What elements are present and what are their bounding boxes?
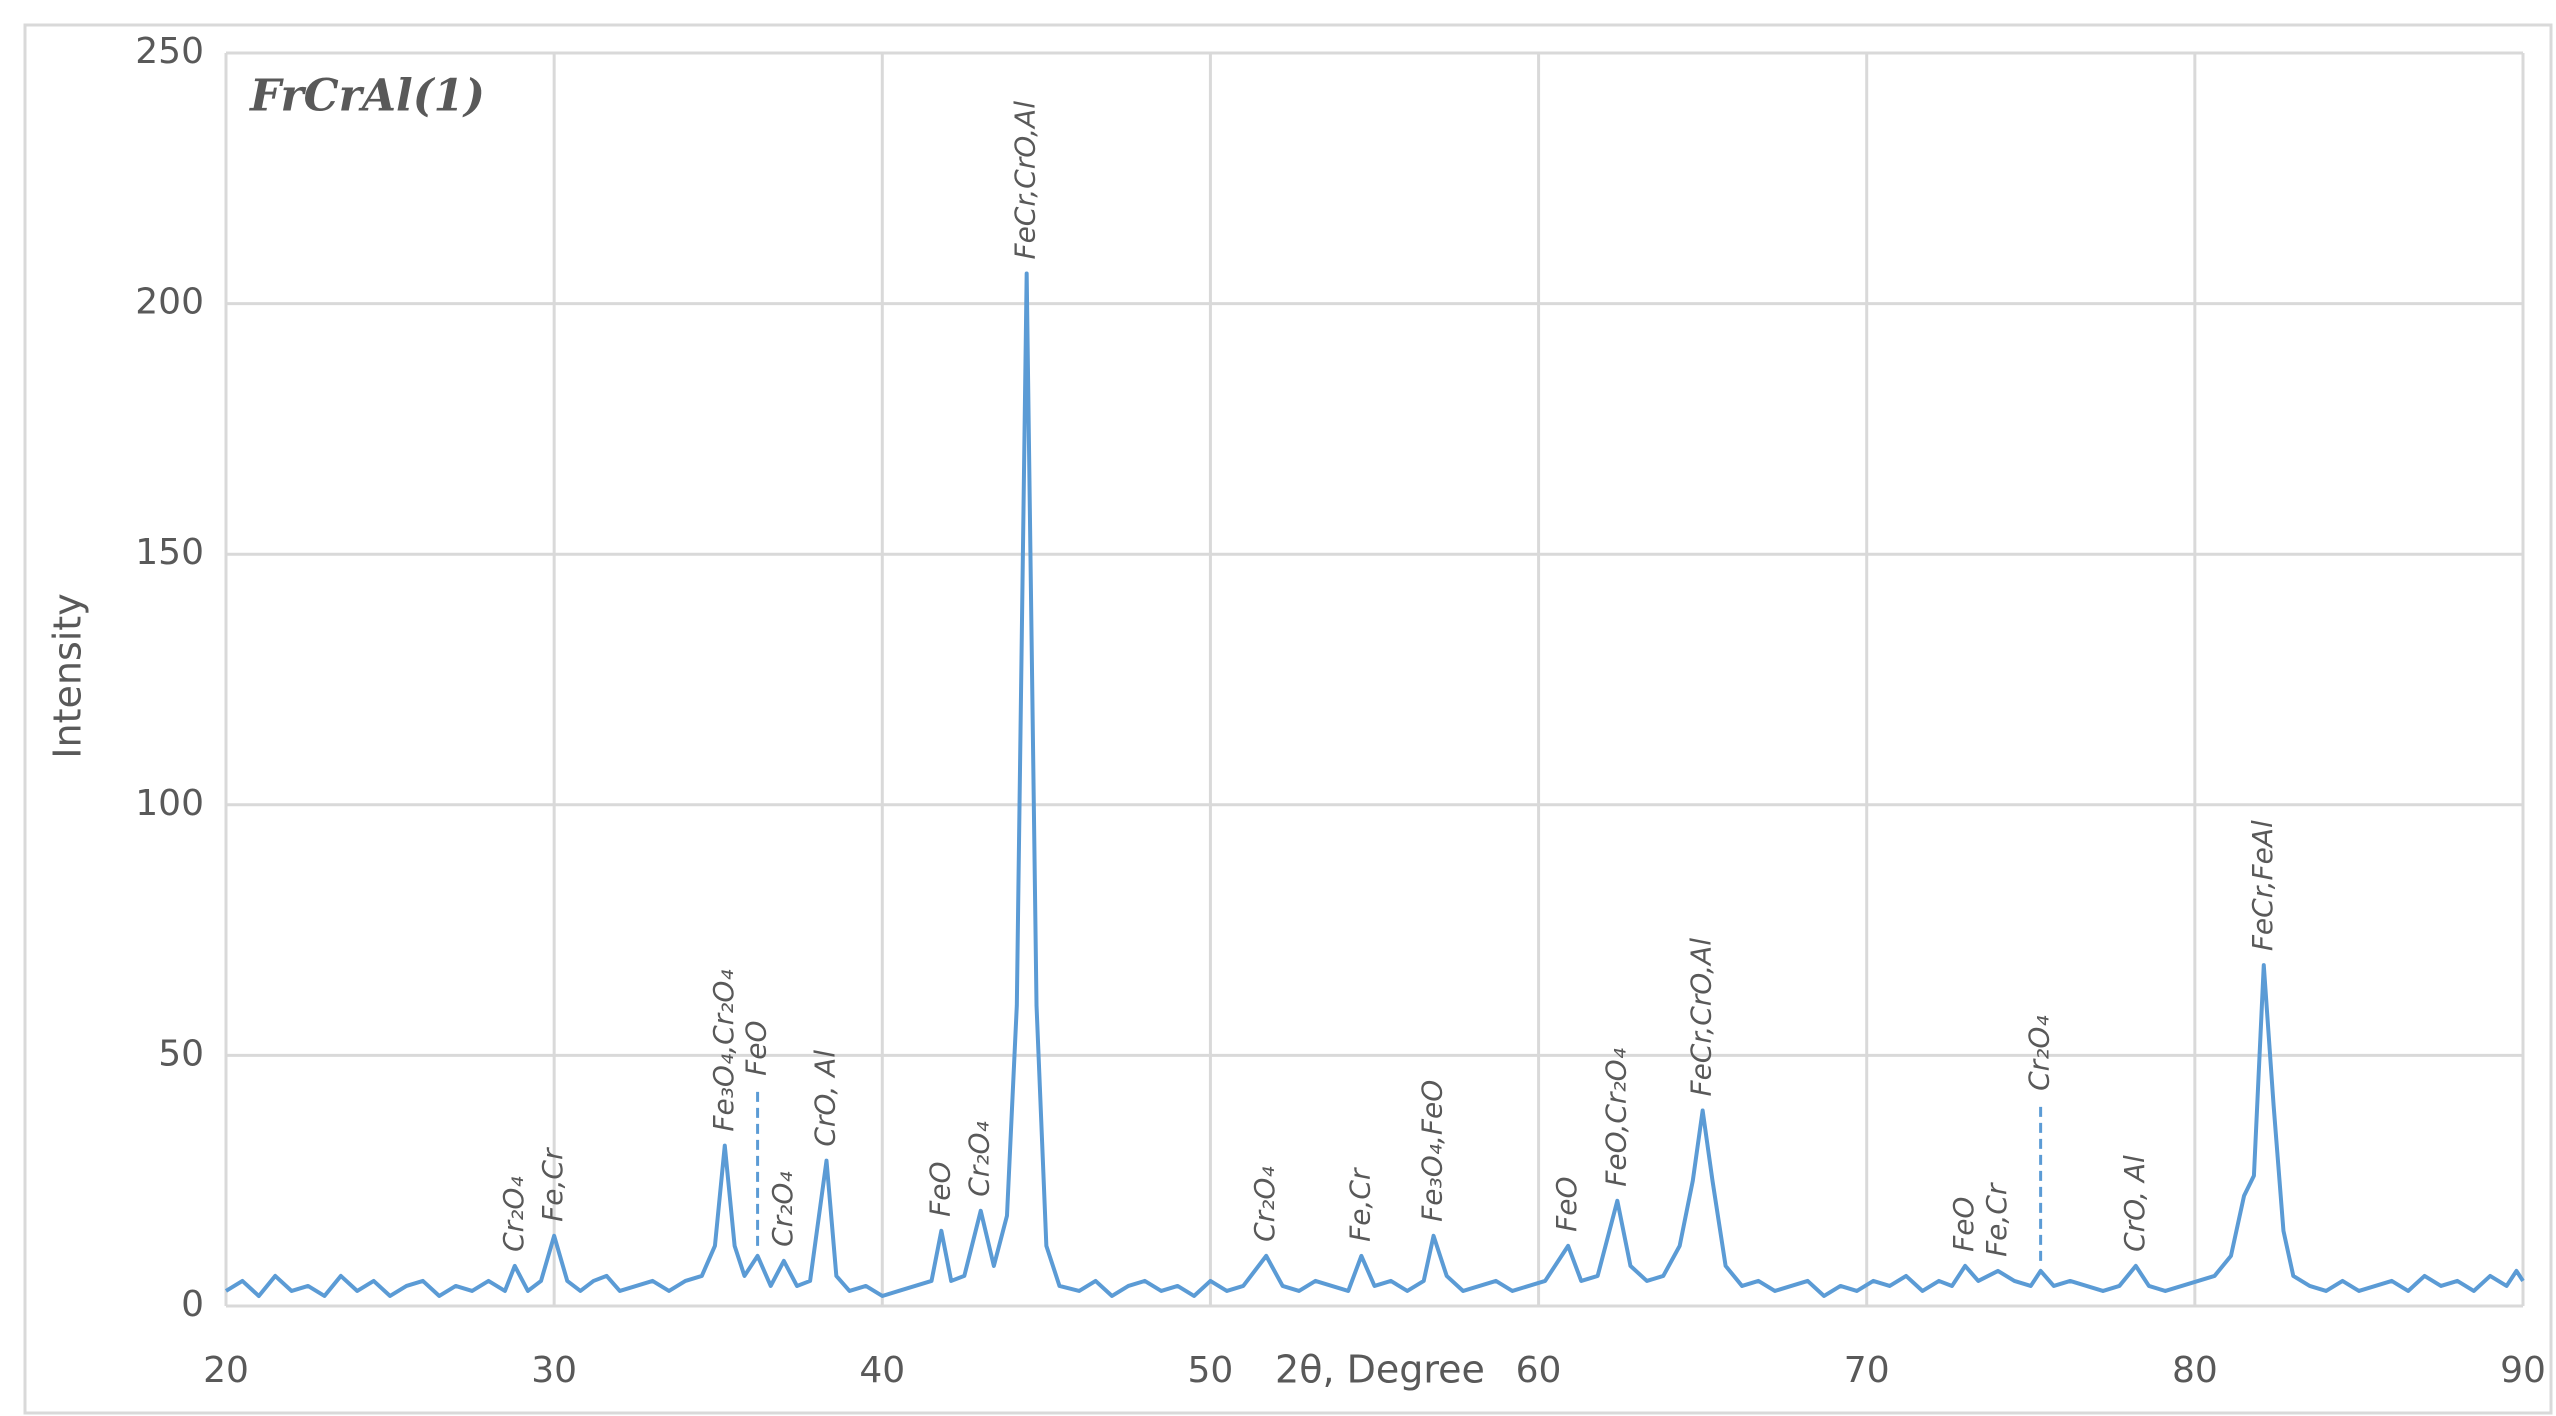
peak-label: Fe,Cr bbox=[536, 1147, 569, 1222]
chart-title: FrCrAl(1) bbox=[248, 71, 485, 122]
peak-label: Fe,Cr bbox=[1980, 1182, 2013, 1257]
data-line bbox=[224, 271, 2525, 1298]
x-tick-label: 50 bbox=[1188, 1350, 1234, 1391]
x-tick-label: 70 bbox=[1844, 1350, 1890, 1391]
peak-label: FeO bbox=[1550, 1176, 1583, 1231]
peak-label: Cr₂O₄ bbox=[497, 1176, 530, 1252]
y-axis-title: Intensity bbox=[46, 593, 90, 758]
peak-label: Cr₂O₄ bbox=[766, 1171, 799, 1247]
peak-label: FeO bbox=[1947, 1197, 1980, 1252]
x-tick-label: 80 bbox=[2172, 1350, 2218, 1391]
peak-label: Fe,Cr bbox=[1343, 1167, 1376, 1242]
y-tick-label: 50 bbox=[158, 1033, 204, 1074]
x-tick-label: 40 bbox=[859, 1350, 905, 1391]
peak-label: Fe₃O₄,Cr₂O₄ bbox=[707, 969, 740, 1131]
y-tick-label: 100 bbox=[135, 783, 204, 824]
x-tick-label: 60 bbox=[1516, 1350, 1562, 1391]
peak-label: Cr₂O₄ bbox=[1248, 1166, 1281, 1242]
peak-label: FeO bbox=[923, 1161, 956, 1216]
peak-label: FeCr,CrO,Al bbox=[1009, 101, 1042, 260]
peak-label: CrO, Al bbox=[809, 1050, 842, 1147]
peak-label: Fe₃O₄,FeO bbox=[1416, 1080, 1449, 1222]
peak-label: Cr₂O₄ bbox=[963, 1121, 996, 1197]
peak-label: FeCr,FeAl bbox=[2246, 820, 2279, 951]
y-tick-label: 150 bbox=[135, 532, 204, 573]
x-tick-label: 30 bbox=[531, 1350, 577, 1391]
peak-label: FeCr,CrO,Al bbox=[1685, 938, 1718, 1097]
y-tick-label: 0 bbox=[181, 1284, 204, 1325]
x-tick-label: 90 bbox=[2500, 1350, 2546, 1391]
chart-border bbox=[23, 23, 2553, 1415]
peak-label: CrO, Al bbox=[2118, 1155, 2151, 1252]
x-tick-label: 20 bbox=[203, 1350, 249, 1391]
y-tick-label: 250 bbox=[135, 31, 204, 72]
x-axis-title: 2θ, Degree bbox=[1275, 1348, 1485, 1392]
peak-label: FeO bbox=[740, 1021, 773, 1076]
y-tick-label: 200 bbox=[135, 282, 204, 323]
peak-label: FeO,Cr₂O₄ bbox=[1599, 1048, 1632, 1187]
peak-label: Cr₂O₄ bbox=[2023, 1015, 2056, 1091]
